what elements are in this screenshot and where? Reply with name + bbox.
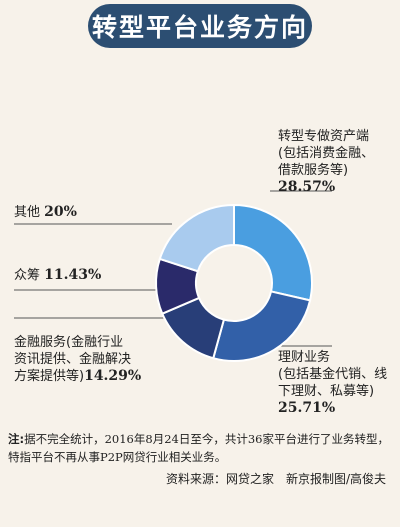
leader-lines xyxy=(14,190,332,347)
slice-wealth-management xyxy=(212,290,312,362)
slice-other xyxy=(158,203,235,273)
note-label: 注: xyxy=(8,432,25,446)
label-wealth-management: 理财业务 (包括基金代销、线 下理财、私募等) 25.71% xyxy=(278,349,387,417)
slice-value-label: 11.43% xyxy=(44,267,102,283)
footnote: 注:据不完全统计，2016年8月24日至今，共计36家平台进行了业务转型，特指平… xyxy=(8,430,392,466)
label-crowdfunding: 众筹 11.43% xyxy=(14,267,101,284)
slice-label-line: 转型专做资产端 xyxy=(278,129,370,144)
label-row: 众筹 11.43% xyxy=(14,267,101,284)
note-text: 据不完全统计，2016年8月24日至今，共计36家平台进行了业务转型，特指平台不… xyxy=(8,432,389,464)
label-financial-services: 金融服务(金融行业 资讯提供、金融解决 方案提供等)14.29% xyxy=(14,334,141,385)
slice-label-line: 下理财、私募等) xyxy=(278,384,375,399)
title-banner: 转型平台业务方向 xyxy=(88,4,312,48)
source-credit: 资料来源：网贷之家 新京报制图/高俊夫 xyxy=(165,472,386,486)
slice-label-line: 理财业务 xyxy=(278,350,331,365)
slice-label-line: 金融服务(金融行业 xyxy=(14,335,124,350)
slice-label-line: 其他 xyxy=(14,205,41,220)
donut-slices xyxy=(155,203,313,362)
chart-title: 转型平台业务方向 xyxy=(91,13,308,42)
label-row: 方案提供等)14.29% xyxy=(14,368,141,385)
slice-label-line: (包括消费金融、 xyxy=(278,146,375,161)
slice-label-line: (包括基金代销、线 xyxy=(278,367,388,382)
slice-value-label: 20% xyxy=(44,204,77,220)
label-other: 其他 20% xyxy=(14,204,77,221)
slice-label-line: 借款服务等) xyxy=(278,163,349,178)
slice-value-label: 28.57% xyxy=(278,179,336,195)
label-asset-side: 转型专做资产端 (包括消费金融、 借款服务等) 28.57% xyxy=(278,128,374,196)
slice-value-label: 14.29% xyxy=(84,368,142,384)
slice-label-line: 方案提供等) xyxy=(14,369,85,384)
slice-label-line: 众筹 xyxy=(14,268,41,283)
slice-asset-side xyxy=(233,203,313,302)
slice-label-line: 资讯提供、金融解决 xyxy=(14,352,132,367)
slice-value-label: 25.71% xyxy=(278,400,336,416)
label-row: 其他 20% xyxy=(14,204,77,221)
